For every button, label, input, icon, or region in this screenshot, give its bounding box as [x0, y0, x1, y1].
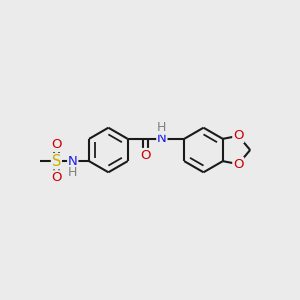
- Text: O: O: [51, 138, 62, 151]
- Text: O: O: [233, 158, 244, 171]
- Text: N: N: [157, 132, 167, 146]
- Text: O: O: [51, 171, 62, 184]
- Text: O: O: [233, 129, 244, 142]
- Text: H: H: [68, 166, 77, 179]
- Text: N: N: [68, 154, 78, 168]
- Text: H: H: [157, 121, 167, 134]
- Text: O: O: [140, 149, 151, 162]
- Text: S: S: [52, 154, 61, 169]
